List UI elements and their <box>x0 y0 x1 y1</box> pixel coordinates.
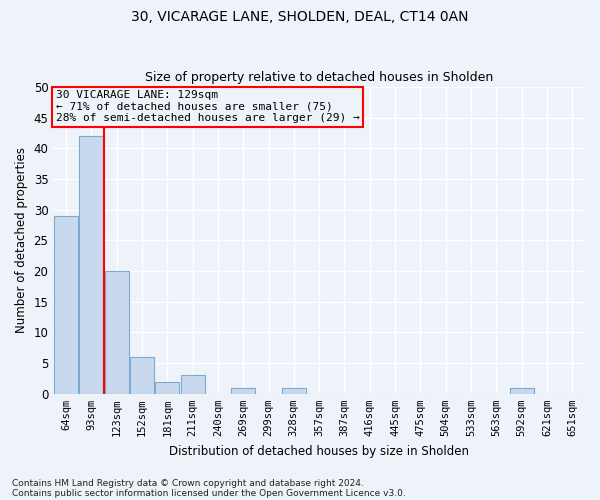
X-axis label: Distribution of detached houses by size in Sholden: Distribution of detached houses by size … <box>169 444 469 458</box>
Text: Contains public sector information licensed under the Open Government Licence v3: Contains public sector information licen… <box>12 488 406 498</box>
Text: Contains HM Land Registry data © Crown copyright and database right 2024.: Contains HM Land Registry data © Crown c… <box>12 478 364 488</box>
Text: 30, VICARAGE LANE, SHOLDEN, DEAL, CT14 0AN: 30, VICARAGE LANE, SHOLDEN, DEAL, CT14 0… <box>131 10 469 24</box>
Bar <box>130 357 154 394</box>
Text: 30 VICARAGE LANE: 129sqm
← 71% of detached houses are smaller (75)
28% of semi-d: 30 VICARAGE LANE: 129sqm ← 71% of detach… <box>56 90 359 124</box>
Bar <box>231 388 255 394</box>
Bar <box>54 216 78 394</box>
Bar <box>79 136 103 394</box>
Bar <box>509 388 534 394</box>
Bar <box>181 376 205 394</box>
Bar <box>104 271 128 394</box>
Title: Size of property relative to detached houses in Sholden: Size of property relative to detached ho… <box>145 72 493 85</box>
Bar <box>282 388 306 394</box>
Y-axis label: Number of detached properties: Number of detached properties <box>15 148 28 334</box>
Bar <box>155 382 179 394</box>
